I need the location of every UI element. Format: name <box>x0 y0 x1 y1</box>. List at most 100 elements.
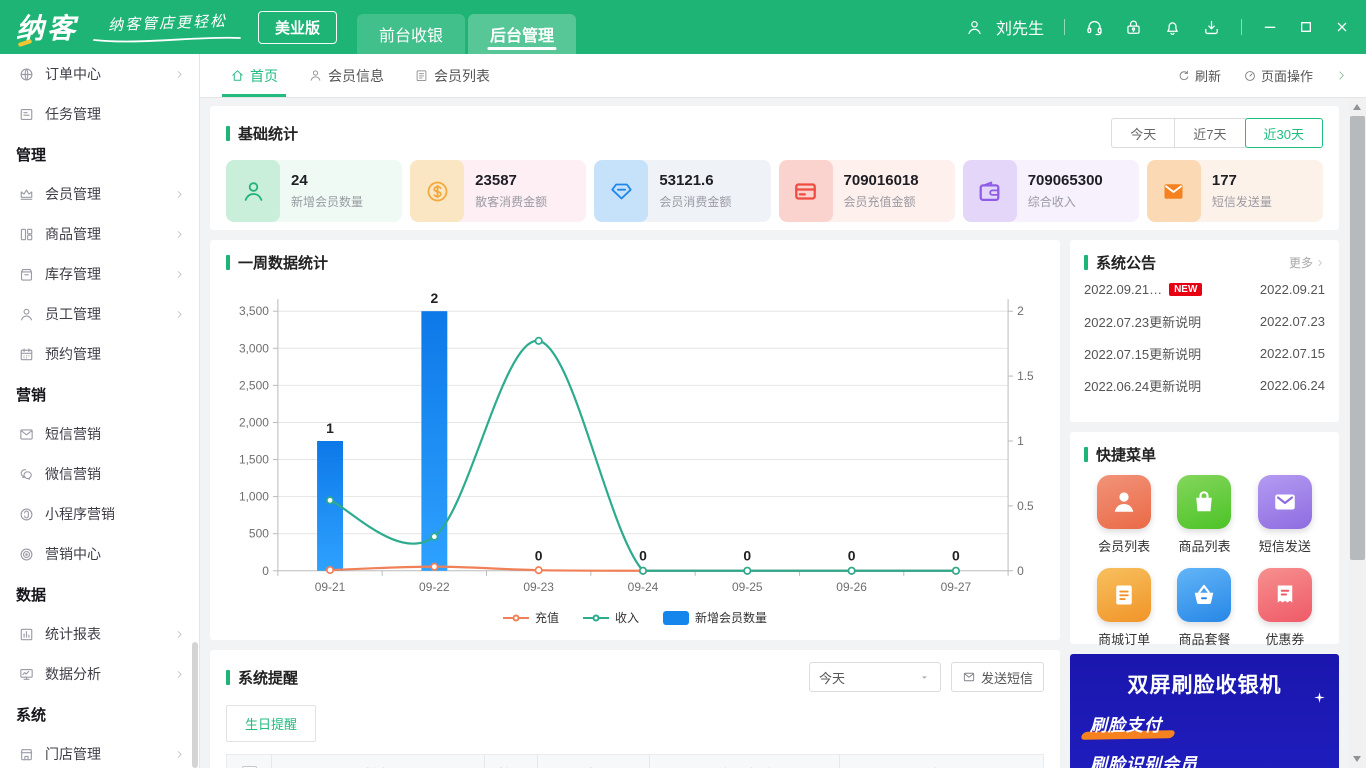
sidebar-item-13[interactable]: 营销中心 <box>0 534 199 574</box>
stat-value: 23587 <box>475 172 517 189</box>
user-name[interactable]: 刘先生 <box>995 21 1044 38</box>
tab-2[interactable]: 会员信息 <box>308 54 384 97</box>
title-accent-bar <box>226 669 230 685</box>
tab-3[interactable]: 会员列表 <box>414 54 490 97</box>
edition-badge: 美业版 <box>258 10 338 44</box>
active-tab-underline <box>487 47 557 50</box>
chevron-right-icon <box>174 629 185 640</box>
top-nav-tab-2[interactable]: 后台管理 <box>468 14 577 54</box>
quick-menu-item-2[interactable]: 商品列表 <box>1177 475 1232 555</box>
calendar-icon <box>18 346 35 363</box>
scrollbar-thumb[interactable] <box>1350 116 1365 560</box>
ad-banner[interactable]: 双屏刷脸收银机 刷脸支付 刷脸识别会员 <box>1070 654 1339 768</box>
quick-menu-item-4[interactable]: 商城订单 <box>1097 568 1152 648</box>
sidebar-item-2[interactable]: 任务管理 <box>0 94 199 134</box>
send-sms-button[interactable]: 发送短信 <box>950 662 1044 692</box>
sidebar-item-16[interactable]: 数据分析 <box>0 654 199 694</box>
globe-icon <box>18 66 35 83</box>
window-scrollbar[interactable] <box>1349 98 1366 768</box>
filter-button-2[interactable]: 近7天 <box>1174 118 1246 148</box>
scroll-down-icon[interactable] <box>1353 756 1361 762</box>
page-operations-icon <box>1243 69 1257 83</box>
sidebar-section-9: 营销 <box>16 386 47 404</box>
headset-icon[interactable] <box>1085 18 1104 37</box>
column-header-3: 手机号 <box>537 755 649 768</box>
svg-text:09-21: 09-21 <box>315 580 346 594</box>
filter-button-3[interactable]: 近30天 <box>1244 118 1323 148</box>
stat-icon-box <box>962 160 1017 222</box>
envelope-fill-icon <box>1160 178 1187 205</box>
reminder-date-select[interactable]: 今天 <box>808 662 941 692</box>
filter-button-1[interactable]: 今天 <box>1111 118 1176 148</box>
more-link[interactable]: 更多 <box>1289 254 1325 271</box>
scroll-up-icon[interactable] <box>1353 104 1361 110</box>
legend-marker <box>663 610 689 625</box>
announcement-row-4[interactable]: 2022.06.24更新说明 2022.06.24 <box>1084 377 1325 394</box>
sidebar-item-4[interactable]: 会员管理 <box>0 174 199 214</box>
sidebar-item-7[interactable]: 员工管理 <box>0 294 199 334</box>
document-icon <box>1109 580 1139 610</box>
sidebar-item-18[interactable]: 门店管理 <box>0 734 199 768</box>
column-header-1: 姓名 <box>271 755 484 768</box>
bell-icon[interactable] <box>1163 18 1182 37</box>
download-icon[interactable] <box>1202 18 1221 37</box>
sidebar-section-14: 数据 <box>16 586 47 604</box>
sidebar-scrollbar-thumb[interactable] <box>192 642 198 768</box>
sidebar-item-11[interactable]: 微信营销 <box>0 454 199 494</box>
system-reminder-title: 系统提醒 <box>226 667 298 688</box>
close-icon[interactable] <box>1334 19 1350 35</box>
announcement-date: 2022.06.24 <box>1259 377 1325 393</box>
sidebar-item-6[interactable]: 库存管理 <box>0 254 199 294</box>
announcement-row-2[interactable]: 2022.07.23更新说明 2022.07.23 <box>1084 313 1325 330</box>
svg-text:0: 0 <box>535 548 543 564</box>
brand-tagline: 纳客管店更轻松 <box>107 12 227 34</box>
select-all-checkbox[interactable] <box>241 765 257 768</box>
legend-item-1[interactable]: 充值 <box>502 609 559 626</box>
page-operations-button[interactable]: 页面操作 <box>1243 66 1313 85</box>
chevron-right-icon <box>174 229 185 240</box>
banner-title: 双屏刷脸收银机 <box>1127 674 1282 697</box>
svg-text:0.5: 0.5 <box>1017 499 1034 513</box>
quick-menu-item-6[interactable]: 优惠券 <box>1257 568 1312 648</box>
person-icon <box>308 68 323 83</box>
task-icon <box>18 106 35 123</box>
stat-label: 新增会员数量 <box>291 195 364 209</box>
top-nav-tab-1[interactable]: 前台收银 <box>357 14 466 54</box>
svg-text:2,000: 2,000 <box>239 415 269 429</box>
legend-item-2[interactable]: 收入 <box>582 609 639 626</box>
sidebar-item-15[interactable]: 统计报表 <box>0 614 199 654</box>
announcement-row-3[interactable]: 2022.07.15更新说明 2022.07.15 <box>1084 345 1325 362</box>
announcement-row-1[interactable]: 2022.09.21… NEW 2022.09.21 <box>1084 281 1325 297</box>
stat-card-4: 709016018 会员充值金额 <box>778 160 955 222</box>
title-accent-bar <box>226 125 230 141</box>
store-icon <box>18 746 35 763</box>
sidebar-item-10[interactable]: 短信营销 <box>0 414 199 454</box>
column-header-2: 性别 <box>484 755 537 768</box>
tabbar: 首页 会员信息 会员列表 刷新 页面操作 <box>200 54 1366 98</box>
sidebar-item-1[interactable]: 订单中心 <box>0 54 199 94</box>
legend-item-3[interactable]: 新增会员数量 <box>663 609 767 626</box>
bar-chart-icon <box>18 626 35 643</box>
chevron-right-icon[interactable] <box>1335 69 1348 82</box>
stat-card-6: 177 短信发送量 <box>1146 160 1324 222</box>
weekly-chart-title: 一周数据统计 <box>226 252 1044 273</box>
quick-menu-item-5[interactable]: 商品套餐 <box>1177 568 1232 648</box>
tab-1[interactable]: 首页 <box>222 54 286 97</box>
birthday-reminder-tab[interactable]: 生日提醒 <box>226 705 317 742</box>
svg-text:0: 0 <box>848 548 856 564</box>
stat-label: 散客消费金额 <box>475 195 548 209</box>
refresh-button[interactable]: 刷新 <box>1177 66 1221 85</box>
svg-text:09-27: 09-27 <box>941 580 972 594</box>
sidebar-item-5[interactable]: 商品管理 <box>0 214 199 254</box>
open-tabs: 首页 会员信息 会员列表 <box>200 54 490 97</box>
quick-menu-item-1[interactable]: 会员列表 <box>1097 475 1152 555</box>
maximize-icon[interactable] <box>1298 19 1314 35</box>
chevron-right-icon <box>174 669 185 680</box>
minimize-icon[interactable] <box>1262 19 1278 35</box>
sidebar-item-12[interactable]: 小程序营销 <box>0 494 199 534</box>
sidebar-item-8[interactable]: 预约管理 <box>0 334 199 374</box>
svg-text:1.5: 1.5 <box>1017 369 1034 383</box>
lock-icon[interactable] <box>1124 18 1143 37</box>
quick-menu-item-3[interactable]: 短信发送 <box>1257 475 1312 555</box>
announcements-panel: 系统公告 更多 2022.09.21… NEW 2022.09.21 2022.07.… <box>1070 240 1339 422</box>
